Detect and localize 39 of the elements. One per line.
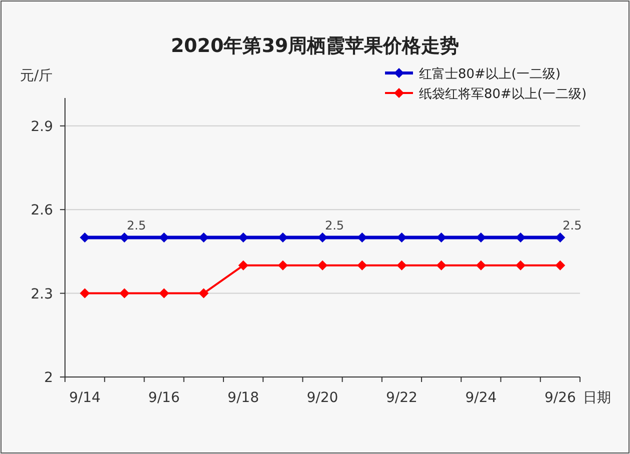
point — [396, 232, 407, 242]
x-axis-title: 日期 — [583, 390, 611, 406]
y-tick-label: 2.6 — [30, 202, 54, 219]
point — [80, 232, 90, 242]
point — [119, 288, 130, 298]
x-tick-label: 9/24 — [465, 390, 497, 406]
point — [238, 232, 248, 242]
point — [318, 232, 328, 242]
x-tick-label: 9/20 — [306, 390, 338, 406]
data-label: 2.5 — [324, 218, 344, 232]
point — [476, 260, 486, 270]
chart-title: 2020年第39周栖霞苹果价格走势 — [170, 35, 460, 57]
point — [555, 260, 566, 270]
x-tick-label: 9/18 — [228, 390, 259, 406]
point — [80, 288, 90, 298]
y-tick-label: 2.3 — [30, 286, 53, 302]
point — [198, 288, 209, 298]
x-tick-label: 9/16 — [148, 390, 180, 406]
point — [159, 288, 170, 298]
y-axis-title: 元/斤 — [20, 68, 53, 84]
point — [516, 260, 526, 270]
legend-label: 红富士80#以上(一二级) — [419, 66, 561, 82]
data-label: 2.5 — [562, 218, 582, 232]
point — [436, 260, 446, 270]
point — [198, 232, 209, 242]
point — [396, 260, 407, 270]
y-tick-label: 2 — [44, 370, 53, 386]
data-label: 2.5 — [126, 218, 146, 232]
x-tick-label: 9/14 — [69, 390, 101, 406]
point — [555, 232, 566, 242]
point — [318, 260, 328, 270]
point — [436, 232, 446, 242]
point — [357, 260, 368, 270]
y-tick-label: 2.9 — [30, 118, 53, 135]
x-tick-label: 9/26 — [544, 390, 576, 406]
point — [238, 260, 248, 270]
x-tick-label: 9/22 — [386, 390, 418, 406]
point — [278, 260, 288, 270]
legend-label: 纸袋红将军80#以上(一二级) — [419, 87, 587, 102]
